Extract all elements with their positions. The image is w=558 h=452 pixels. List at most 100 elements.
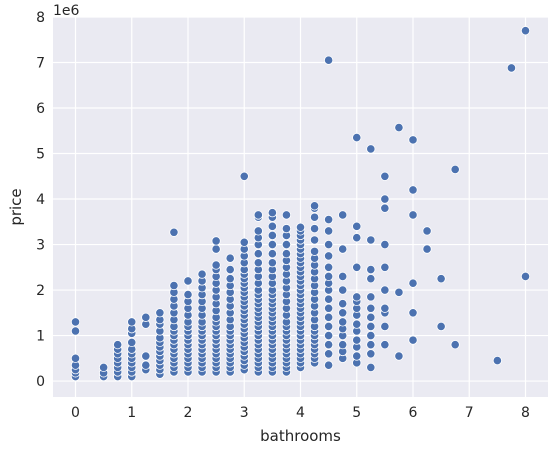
scatter-point: [352, 132, 362, 143]
scatter-point: [324, 321, 334, 332]
y-tick-label: 1: [36, 329, 45, 345]
scatter-point: [366, 321, 376, 332]
scatter-point: [338, 271, 348, 282]
scatter-point: [436, 274, 446, 284]
scatter-point: [141, 360, 151, 370]
scatter-point: [380, 285, 390, 295]
scatter-point: [324, 251, 334, 261]
scatter-point: [197, 269, 207, 279]
y-tick-label: 7: [36, 56, 45, 72]
scatter-point: [169, 227, 179, 237]
scatter-point: [520, 26, 531, 36]
scatter-point: [267, 258, 277, 268]
scatter-point: [309, 224, 320, 234]
scatter-point: [352, 262, 362, 272]
y-axis-offset-label: 1e6: [53, 3, 80, 19]
scatter-point: [253, 210, 263, 220]
scatter-point: [450, 164, 460, 175]
scatter-point: [267, 249, 277, 259]
scatter-point: [211, 236, 221, 246]
scatter-point: [324, 349, 334, 359]
scatter-point: [380, 321, 390, 332]
scatter-point: [211, 260, 221, 270]
scatter-point: [225, 253, 235, 263]
x-tick-label: 5: [352, 405, 361, 421]
scatter-point: [324, 340, 334, 350]
scatter-point: [366, 144, 376, 154]
scatter-point: [324, 226, 334, 236]
scatter-point: [408, 185, 418, 195]
scatter-point: [352, 351, 362, 361]
scatter-point: [70, 353, 81, 363]
scatter-point: [366, 330, 376, 341]
scatter-point: [281, 210, 292, 220]
x-tick-label: 3: [240, 405, 249, 421]
scatter-points: [70, 26, 531, 382]
scatter-point: [324, 262, 334, 272]
scatter-point: [267, 221, 277, 231]
scatter-point: [99, 362, 109, 373]
scatter-point: [338, 285, 348, 295]
scatter-point: [366, 264, 376, 275]
scatter-point: [394, 122, 404, 133]
scatter-point: [366, 235, 376, 245]
scatter-point: [324, 312, 334, 322]
scatter-point: [253, 258, 263, 268]
x-axis-label: bathrooms: [260, 427, 341, 445]
scatter-point: [338, 308, 348, 318]
scatter-point: [239, 171, 249, 181]
scatter-point: [324, 214, 334, 225]
scatter-point: [380, 203, 390, 213]
y-tick-label: 0: [36, 374, 45, 390]
scatter-point: [141, 351, 151, 361]
scatter-point: [338, 299, 348, 309]
x-tick-label: 2: [184, 405, 193, 421]
scatter-point: [211, 244, 221, 254]
x-tick-label: 7: [465, 405, 474, 421]
scatter-point: [380, 303, 390, 313]
scatter-point: [352, 292, 362, 302]
scatter-point: [380, 340, 390, 350]
scatter-point: [113, 340, 123, 350]
scatter-point: [394, 351, 404, 361]
scatter-point: [295, 222, 306, 232]
scatter-point: [338, 340, 348, 350]
scatter-point: [70, 326, 81, 336]
y-tick-label: 3: [36, 238, 45, 254]
scatter-point: [281, 239, 292, 250]
y-axis-label: price: [7, 188, 25, 225]
scatter-point: [352, 221, 362, 231]
scatter-point: [492, 355, 502, 366]
scatter-point: [422, 244, 432, 254]
scatter-point: [450, 340, 460, 350]
scatter-point: [155, 308, 165, 318]
scatter-point: [408, 210, 418, 220]
x-tick-label: 8: [521, 405, 530, 421]
scatter-point: [281, 224, 292, 234]
scatter-point: [380, 262, 390, 272]
scatter-point: [324, 239, 334, 250]
scatter-point: [324, 271, 334, 282]
scatter-point: [225, 264, 235, 275]
scatter-point: [309, 201, 320, 211]
scatter-point: [352, 233, 362, 243]
scatter-point: [408, 278, 418, 288]
scatter-point: [352, 335, 362, 345]
scatter-point: [169, 280, 179, 291]
scatter-point: [141, 312, 151, 322]
x-tick-label: 6: [409, 405, 418, 421]
scatter-point: [366, 274, 376, 284]
scatter-point: [183, 290, 193, 300]
scatter-point: [183, 276, 193, 286]
y-tick-label: 6: [36, 101, 45, 117]
scatter-point: [338, 210, 348, 220]
x-tick-label: 4: [296, 405, 305, 421]
scatter-point: [520, 271, 531, 282]
y-tick-label: 4: [36, 192, 45, 208]
scatter-point: [366, 303, 376, 313]
scatter-point: [380, 171, 390, 181]
scatter-point: [338, 244, 348, 254]
y-axis-ticks: 0 1 2 3 4 5 6 7 8: [36, 10, 45, 390]
scatter-point: [380, 239, 390, 250]
scatter-point: [366, 292, 376, 302]
